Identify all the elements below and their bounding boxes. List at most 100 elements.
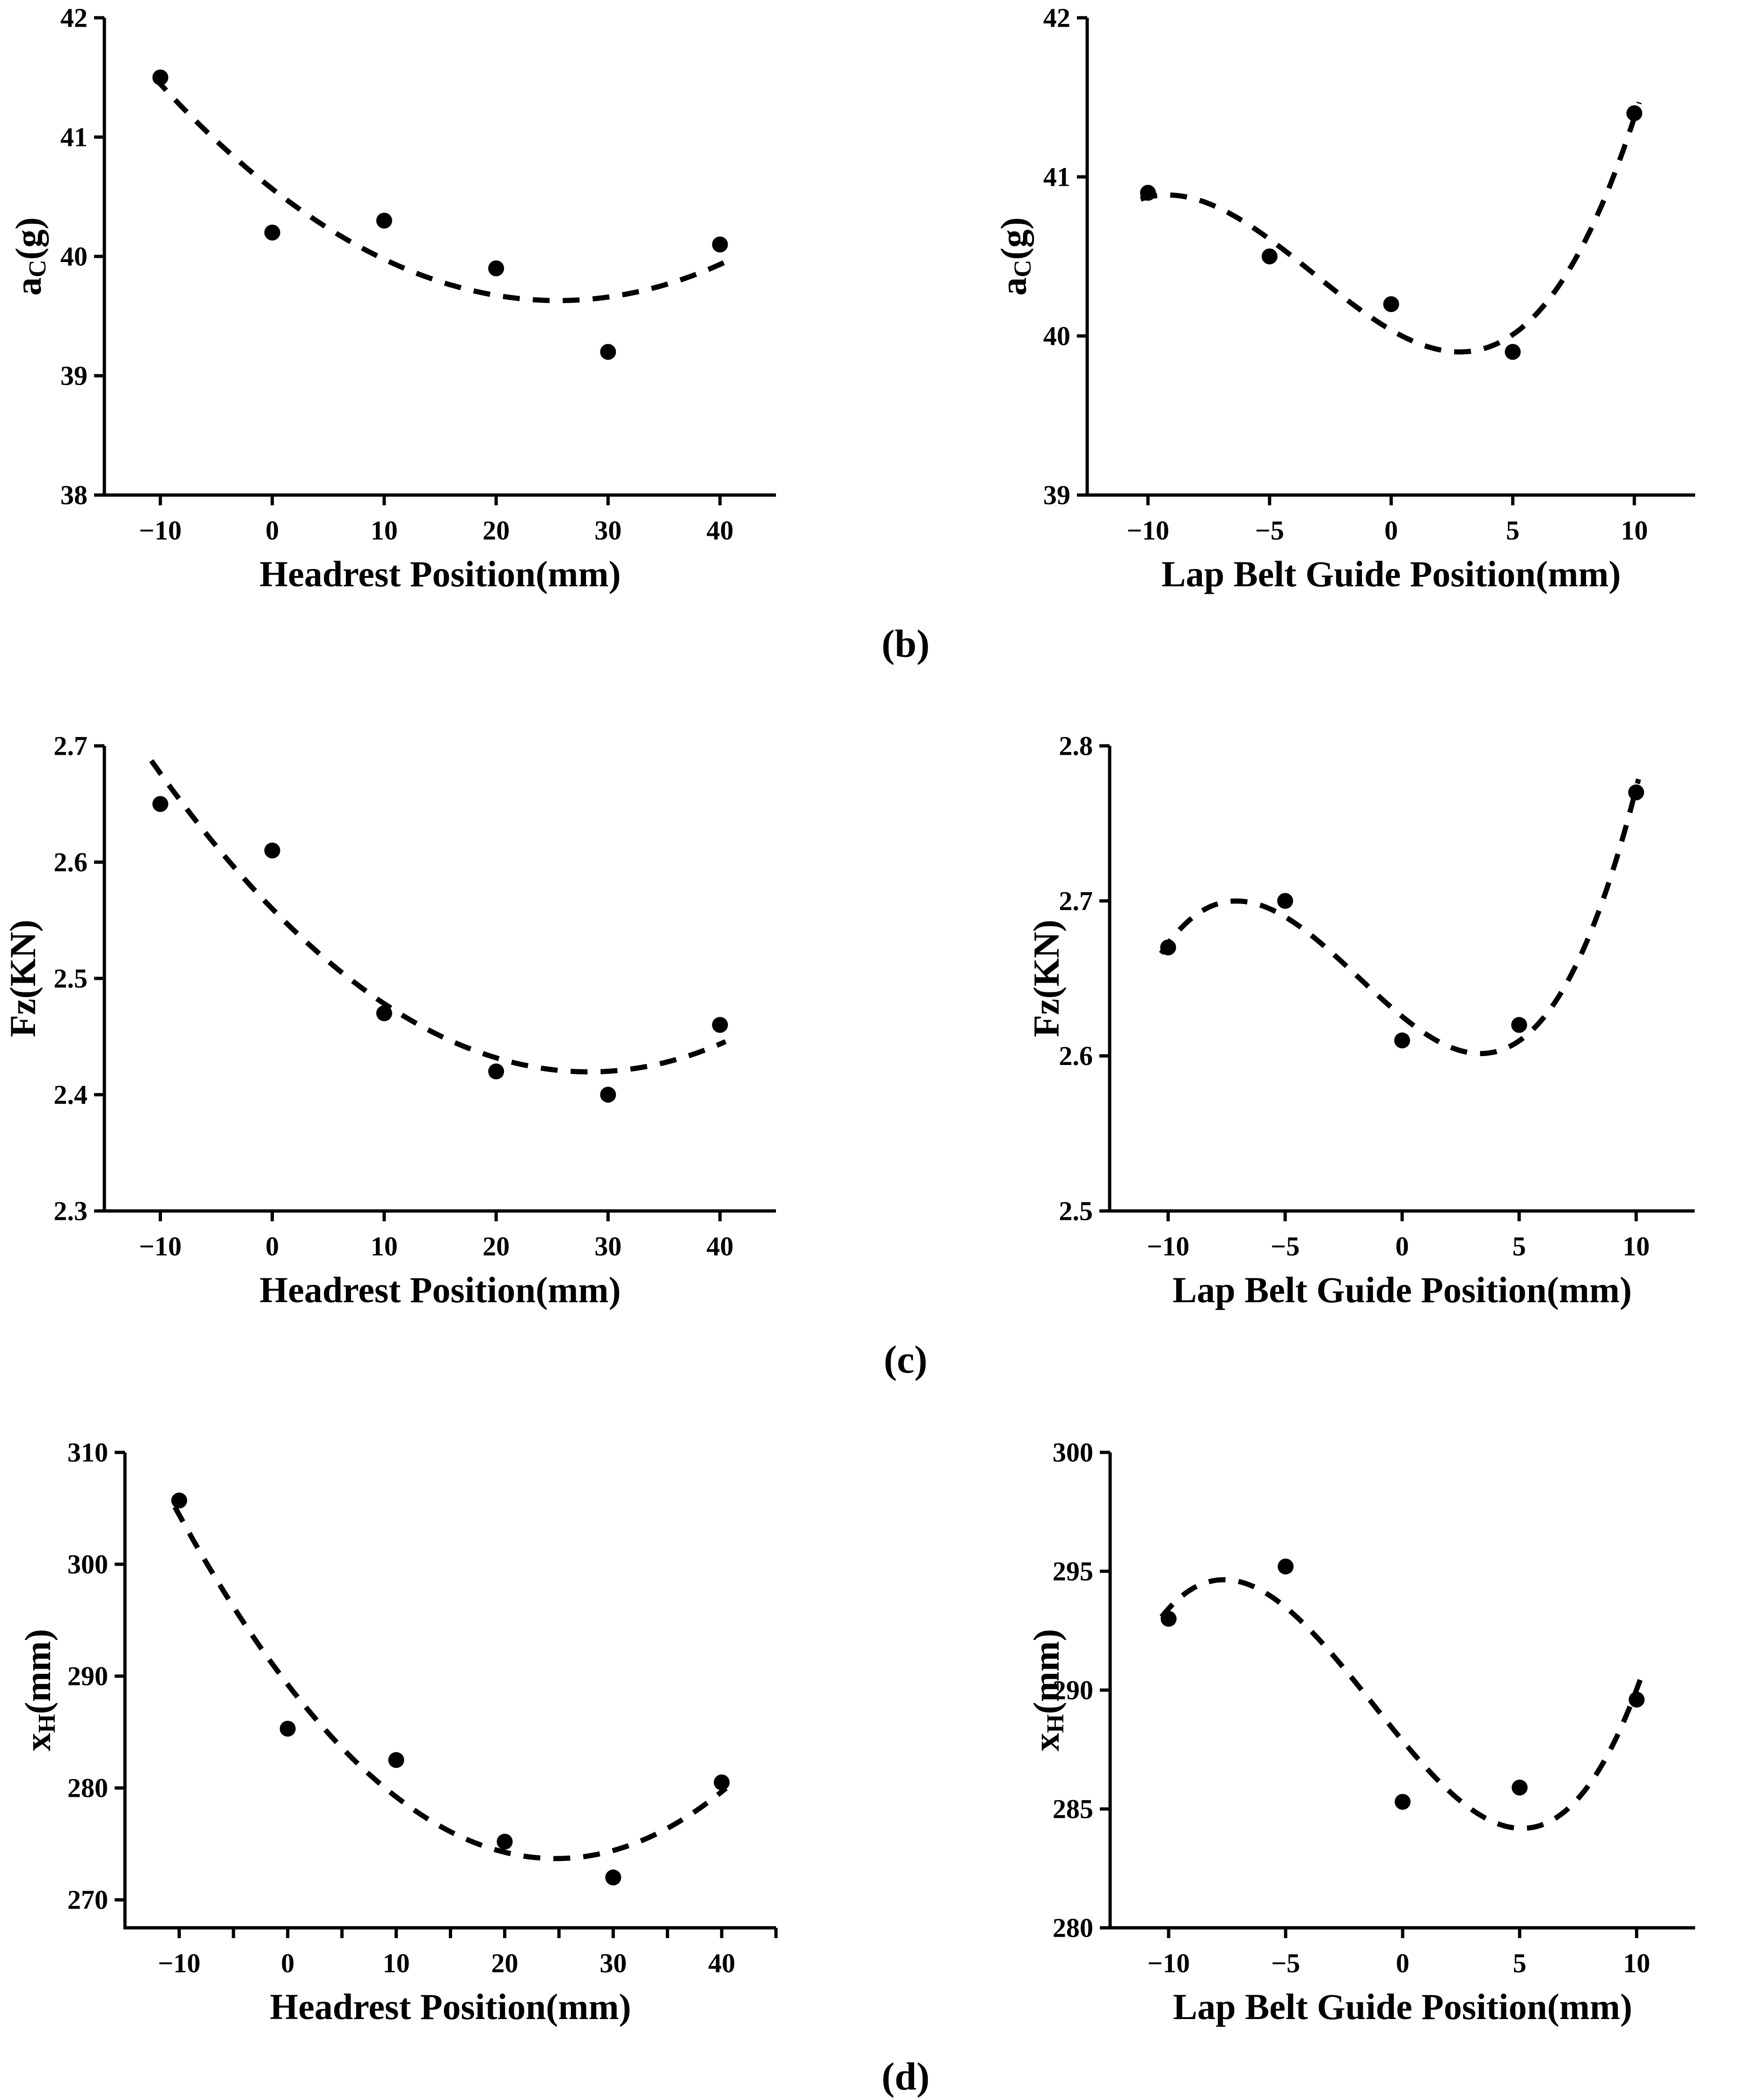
y-tick-label: 42 xyxy=(1043,3,1070,33)
scatter-point xyxy=(152,796,168,812)
y-tick-label: 40 xyxy=(60,241,88,272)
x-tick-label: 10 xyxy=(383,1948,410,1978)
scatter-point xyxy=(171,1492,187,1509)
x-tick-label: 10 xyxy=(371,1231,398,1261)
y-tick-label: 2.7 xyxy=(1059,886,1093,916)
x-axis-title: Lap Belt Guide Position(mm) xyxy=(1172,1269,1632,1310)
y-axis-title: aC(g) xyxy=(993,217,1036,296)
x-tick-label: 0 xyxy=(265,1231,279,1261)
y-axis-title: Fz(KN) xyxy=(1026,919,1067,1037)
chart-fz-lapbelt: 2.5 2.6 2.7 2.8 −10 −5 0 5 10 Lap Belt Guide Posi… xyxy=(1026,731,1695,1310)
x-tick-label: 10 xyxy=(1623,1948,1650,1978)
x-tick-label: −10 xyxy=(158,1948,200,1978)
y-tick-label: 280 xyxy=(1053,1913,1093,1943)
axis-lines xyxy=(123,1452,776,1930)
x-tick-label: 5 xyxy=(1513,1948,1527,1978)
y-tick-label: 2.3 xyxy=(54,1196,88,1226)
scatter-point xyxy=(1140,185,1156,201)
y-tick-label: 300 xyxy=(67,1549,108,1580)
x-tick-label: 30 xyxy=(600,1948,627,1978)
scatter-point xyxy=(1628,784,1644,801)
axis-lines xyxy=(1108,746,1695,1213)
chart-xh-lapbelt: 280 285 290 295 300 −10 −5 0 5 10 Lap Belt Guide P… xyxy=(1026,1437,1695,2027)
y-tick-label: 40 xyxy=(1043,321,1070,351)
scatter-point xyxy=(1511,1017,1527,1033)
y-axis-title: xH(mm) xyxy=(1026,1629,1069,1751)
y-tick-label: 290 xyxy=(1053,1675,1093,1706)
scatter-point xyxy=(388,1752,404,1768)
y-axis-title: aC(g) xyxy=(8,217,51,296)
scatter-point xyxy=(1505,344,1521,360)
fit-curve xyxy=(153,76,727,303)
x-tick-label: 40 xyxy=(706,515,733,546)
x-tick-label: −10 xyxy=(139,1231,182,1261)
y-tick-label: 42 xyxy=(60,3,88,33)
y-tick-label: 41 xyxy=(60,122,88,153)
scatter-point xyxy=(376,1005,392,1021)
x-tick-label: 0 xyxy=(265,515,279,546)
x-tick-label: −10 xyxy=(139,515,182,546)
scatter-point xyxy=(712,236,728,253)
x-tick-label: 20 xyxy=(483,1231,510,1261)
scatter-point xyxy=(1394,1032,1410,1049)
x-tick-label: −5 xyxy=(1271,1231,1300,1261)
axis-lines xyxy=(1085,18,1695,497)
x-tick-label: 20 xyxy=(491,1948,518,1978)
y-axis-title: xH(mm) xyxy=(17,1629,60,1751)
fit-curve xyxy=(149,759,727,1075)
scatter-point xyxy=(1629,1692,1645,1708)
scatter-point xyxy=(152,69,168,86)
x-tick-label: 0 xyxy=(281,1948,294,1978)
y-tick-label: 2.4 xyxy=(54,1079,88,1110)
x-tick-label: 5 xyxy=(1506,515,1520,546)
scatter-point xyxy=(264,225,280,241)
axis-lines xyxy=(102,746,776,1213)
scatter-point xyxy=(1278,1558,1294,1575)
scatter-point xyxy=(376,212,392,229)
scatter-point xyxy=(600,344,616,360)
scatter-point xyxy=(714,1774,730,1791)
fit-curve xyxy=(1159,778,1641,1057)
chart-xh-headrest: 270 280 290 300 310 −10 0 10 20 30 40 Headrest Posi… xyxy=(17,1437,778,2027)
axis-lines xyxy=(1108,1452,1695,1930)
x-tick-label: −10 xyxy=(1147,1948,1190,1978)
y-tick-label: 270 xyxy=(67,1885,108,1915)
x-axis-title: Lap Belt Guide Position(mm) xyxy=(1173,1986,1632,2027)
scatter-point xyxy=(600,1086,616,1103)
scatter-point xyxy=(1512,1779,1528,1796)
x-tick-label: −10 xyxy=(1147,1231,1189,1261)
panel-label-c: (c) xyxy=(884,1338,928,1382)
y-axis-title: Fz(KN) xyxy=(2,919,43,1037)
scatter-point xyxy=(488,1063,505,1079)
x-tick-label: −10 xyxy=(1127,515,1169,546)
panel-label-b: (b) xyxy=(881,622,930,666)
y-tick-label: 300 xyxy=(1053,1437,1093,1468)
y-tick-label: 41 xyxy=(1043,162,1070,192)
y-tick-label: 310 xyxy=(67,1437,108,1468)
scatter-point xyxy=(712,1017,728,1033)
x-tick-label: 5 xyxy=(1513,1231,1526,1261)
fit-curve xyxy=(1140,102,1642,355)
fit-curve xyxy=(172,1505,728,1861)
scatter-point xyxy=(264,842,280,859)
scatter-point xyxy=(1383,296,1399,312)
y-tick-label: 290 xyxy=(67,1661,108,1692)
x-axis-title: Lap Belt Guide Position(mm) xyxy=(1162,554,1621,594)
y-tick-label: 2.6 xyxy=(54,847,88,877)
x-tick-label: 20 xyxy=(483,515,510,546)
scatter-point xyxy=(279,1721,296,1737)
x-tick-label: 30 xyxy=(594,1231,622,1261)
y-tick-label: 285 xyxy=(1053,1794,1093,1824)
x-tick-label: 0 xyxy=(1396,1948,1410,1978)
x-tick-label: −5 xyxy=(1271,1948,1300,1978)
x-tick-label: 40 xyxy=(706,1231,733,1261)
scatter-point xyxy=(1395,1794,1411,1810)
y-tick-label: 2.8 xyxy=(1059,731,1093,761)
x-tick-label: 0 xyxy=(1384,515,1398,546)
scatter-point xyxy=(1160,939,1176,955)
x-tick-label: 10 xyxy=(371,515,398,546)
scatter-point xyxy=(605,1869,622,1886)
y-tick-label: 38 xyxy=(60,480,88,510)
